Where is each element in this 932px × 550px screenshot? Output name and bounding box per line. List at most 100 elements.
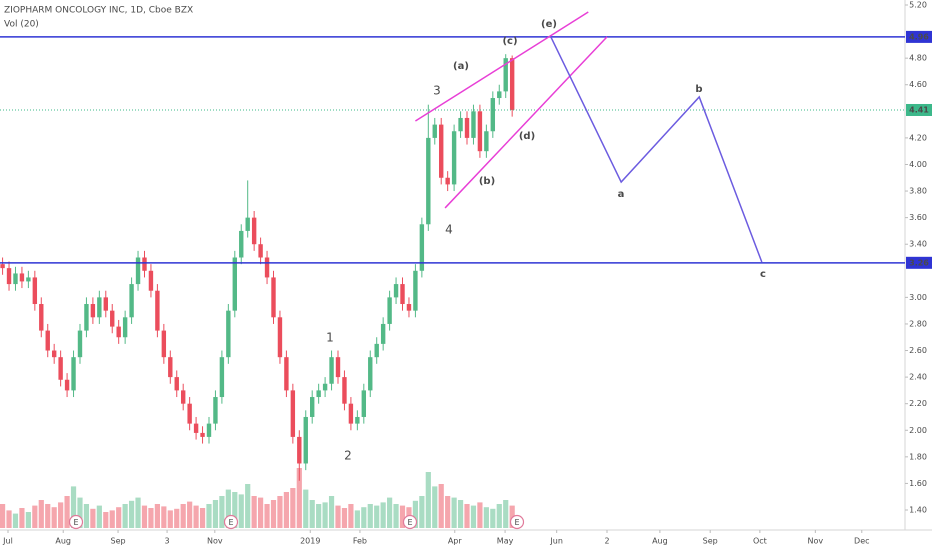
candle-body xyxy=(200,432,205,437)
y-tick-label: 1.80 xyxy=(909,452,927,461)
candle-body xyxy=(380,323,386,344)
candle-body xyxy=(419,224,425,271)
y-tick-label: 1.40 xyxy=(909,506,927,515)
x-tick-label: Aug xyxy=(652,537,668,546)
candle-body xyxy=(148,270,154,291)
volume-bar xyxy=(25,512,31,528)
price-tag-label: 4.41 xyxy=(909,105,929,114)
candle-body xyxy=(316,390,321,398)
volume-bar xyxy=(103,512,109,528)
volume-bar xyxy=(199,508,206,528)
volume-bar xyxy=(457,500,464,528)
candle-body xyxy=(226,310,231,358)
drawing-line xyxy=(444,36,608,209)
volume-bar xyxy=(232,492,238,528)
wave-label: a xyxy=(618,189,625,200)
volume-bar xyxy=(109,510,115,528)
candle-body xyxy=(445,177,450,185)
y-tick-label: 3.40 xyxy=(909,240,927,249)
x-tick-label: Sep xyxy=(111,537,126,546)
volume-bar xyxy=(19,508,25,528)
volume-bar xyxy=(180,504,186,528)
candle-body xyxy=(258,244,263,258)
candle-body xyxy=(471,111,476,138)
candle-body xyxy=(277,317,283,358)
wave-label: 1 xyxy=(326,331,334,345)
volume-bar xyxy=(238,494,244,528)
volume-bar xyxy=(12,513,19,528)
y-tick-label: 4.00 xyxy=(909,160,927,169)
x-tick-label: Nov xyxy=(808,537,824,546)
candle-body xyxy=(490,98,496,132)
candle-body xyxy=(245,217,250,231)
volume-bar xyxy=(361,507,367,528)
volume-bar xyxy=(45,504,51,528)
y-tick-label: 5.20 xyxy=(909,1,927,10)
candle-body xyxy=(51,350,57,358)
volume-bar xyxy=(270,500,277,528)
candle-body xyxy=(71,357,76,391)
candle-body xyxy=(239,230,244,258)
volume-bar xyxy=(251,496,257,528)
earnings-marker xyxy=(509,514,525,530)
candle-body xyxy=(58,357,63,380)
volume-bar xyxy=(174,508,180,528)
candle-body xyxy=(251,217,257,245)
volume-bar xyxy=(412,500,419,528)
x-tick-label: Feb xyxy=(353,537,367,546)
x-tick-label: 3 xyxy=(165,537,170,546)
candle-body xyxy=(110,310,115,327)
earnings-label: E xyxy=(228,518,233,527)
wave-label: 2 xyxy=(344,449,352,463)
candle-body xyxy=(180,390,186,404)
volume-bar xyxy=(445,496,451,528)
volume-bar xyxy=(141,505,148,528)
x-tick-label: Nov xyxy=(207,537,223,546)
candle-body xyxy=(374,343,379,358)
volume-bar xyxy=(187,501,193,528)
drawing-line xyxy=(550,36,763,263)
price-tag-label: 3.26 xyxy=(909,258,929,267)
wave-label: (a) xyxy=(453,61,469,72)
candle-body xyxy=(155,290,160,331)
volume-bar xyxy=(206,504,212,528)
volume-bar xyxy=(387,497,393,528)
candle-body xyxy=(329,357,334,384)
volume-bar xyxy=(290,488,296,528)
candle-body xyxy=(39,304,44,331)
candle-body xyxy=(406,304,412,311)
candle-body xyxy=(348,403,354,424)
volume-bar xyxy=(38,500,44,528)
drawing-line xyxy=(415,11,589,122)
x-tick-label: May xyxy=(497,537,514,546)
candle-body xyxy=(90,304,96,318)
volume-bar xyxy=(419,496,425,528)
candle-body xyxy=(213,397,218,424)
candle-body xyxy=(168,357,173,378)
price-tag-label: 4.96 xyxy=(909,32,929,41)
volume-bar xyxy=(464,504,470,528)
candle-body xyxy=(19,273,25,282)
candle-body xyxy=(206,423,212,437)
chart-title: ZIOPHARM ONCOLOGY INC, 1D, Cboe BZX xyxy=(4,6,193,16)
volume-bar xyxy=(245,484,251,528)
volume-bar xyxy=(77,497,83,528)
volume-bar xyxy=(128,500,135,528)
volume-bar xyxy=(0,504,6,528)
candle-body xyxy=(432,124,437,138)
volume-label: Vol (20) xyxy=(4,20,39,30)
volume-bar xyxy=(96,505,102,528)
candle-body xyxy=(303,416,308,464)
volume-bar xyxy=(283,492,290,528)
candle-body xyxy=(413,270,418,311)
x-tick-label: 2019 xyxy=(300,537,320,546)
volume-bar xyxy=(374,505,380,528)
candle-body xyxy=(45,330,50,351)
volume-bar xyxy=(6,510,12,528)
volume-bar xyxy=(135,497,141,528)
candle-body xyxy=(361,390,367,417)
candle-body xyxy=(193,423,199,433)
volume-bar xyxy=(348,504,354,528)
volume-bar xyxy=(354,510,360,528)
